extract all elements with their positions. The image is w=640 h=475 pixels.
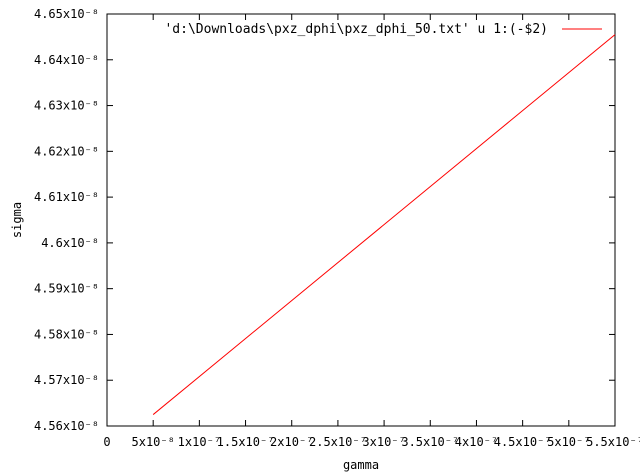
y-tick-label: 4.59x10⁻⁸ — [34, 282, 99, 296]
x-tick-label: 1.5x10⁻⁷ — [217, 435, 275, 449]
x-tick-label: 5x10⁻⁷ — [547, 435, 590, 449]
x-tick-label: 3.5x10⁻⁷ — [401, 435, 459, 449]
x-tick-label: 0 — [103, 435, 110, 449]
y-tick-label: 4.56x10⁻⁸ — [34, 419, 99, 433]
legend-entry-label: 'd:\Downloads\pxz_dphi\pxz_dphi_50.txt' … — [164, 22, 548, 37]
y-tick-label: 4.63x10⁻⁸ — [34, 99, 99, 113]
x-tick-label: 4x10⁻⁷ — [455, 435, 498, 449]
y-axis-ticks: 4.56x10⁻⁸ 4.57x10⁻⁸ 4.58x10⁻⁸ 4.59x10⁻⁸ 4.6x… — [34, 7, 615, 433]
x-tick-label: 5.5x10⁻⁷ — [586, 435, 640, 449]
y-tick-label: 4.62x10⁻⁸ — [34, 144, 99, 158]
y-tick-label: 4.57x10⁻⁸ — [34, 373, 99, 387]
x-tick-label: 5x10⁻⁸ — [132, 435, 175, 449]
y-tick-label: 4.6x10⁻⁸ — [41, 236, 99, 250]
x-tick-label: 1x10⁻⁷ — [178, 435, 221, 449]
y-tick-label: 4.64x10⁻⁸ — [34, 53, 99, 67]
plot-frame — [106, 13, 616, 427]
x-axis-ticks: 0 5x10⁻⁸ 1x10⁻⁷1.5x10⁻⁷2x10⁻⁷2.5x10⁻⁷3x10⁻… — [103, 14, 640, 449]
y-axis-label: sigma — [10, 202, 24, 238]
y-tick-label: 4.58x10⁻⁸ — [34, 327, 99, 341]
legend: 'd:\Downloads\pxz_dphi\pxz_dphi_50.txt' … — [164, 22, 602, 37]
x-axis-label: gamma — [343, 458, 379, 472]
x-tick-label: 4.5x10⁻⁷ — [494, 435, 552, 449]
x-tick-label: 2x10⁻⁷ — [270, 435, 313, 449]
x-tick-label: 2.5x10⁻⁷ — [309, 435, 367, 449]
y-tick-label: 4.61x10⁻⁸ — [34, 190, 99, 204]
series-layer — [152, 34, 616, 415]
x-tick-label: 3x10⁻⁷ — [362, 435, 405, 449]
series-line — [152, 34, 616, 415]
y-tick-label: 4.65x10⁻⁸ — [34, 7, 99, 21]
